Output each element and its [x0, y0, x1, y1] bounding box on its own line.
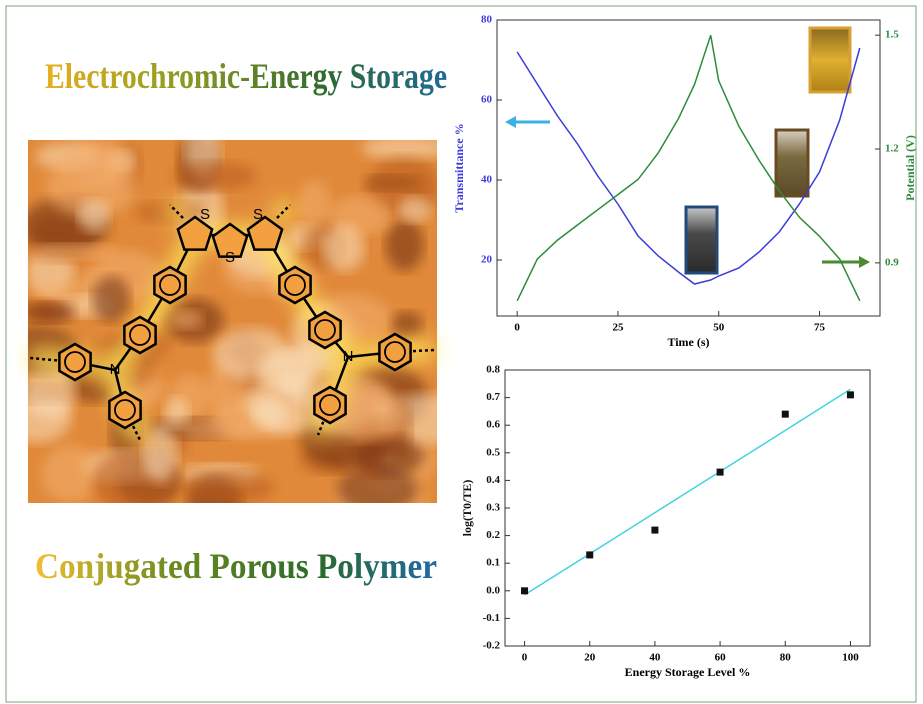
- x-tick-label: 40: [649, 652, 661, 664]
- benzene-ring: [59, 344, 90, 380]
- afm-grain: [298, 180, 330, 227]
- afm-grain: [213, 328, 291, 379]
- y-tick-label: 20: [481, 254, 493, 266]
- afm-grain: [31, 244, 119, 260]
- y-tick-label: 0.6: [486, 419, 500, 431]
- y-tick-label: -0.2: [483, 640, 501, 652]
- y-tick-label: 60: [481, 94, 493, 106]
- afm-grain: [362, 135, 449, 160]
- title: Electrochromic-Energy Storage: [45, 56, 447, 96]
- x-tick-label: 20: [584, 652, 596, 664]
- x-tick-label: 50: [713, 322, 725, 334]
- y2-tick-label: 0.9: [885, 256, 899, 268]
- x-tick-label: 0: [514, 322, 520, 334]
- benzene-ring: [154, 267, 185, 303]
- point: [847, 391, 854, 398]
- benzene-ring: [379, 334, 410, 370]
- benzene-ring: [109, 392, 140, 428]
- fit-line: [525, 389, 851, 595]
- atom-label: S: [253, 206, 263, 223]
- y-tick-label: 0.4: [486, 474, 500, 486]
- atom-label: N: [110, 361, 121, 378]
- y-tick-label: 0.7: [486, 391, 500, 403]
- afm-grain: [163, 397, 189, 428]
- point: [717, 469, 724, 476]
- y-tick-label: 0.8: [486, 364, 500, 376]
- y2-tick-label: 1.5: [885, 29, 899, 41]
- y-tick-label: 80: [481, 14, 493, 26]
- point: [586, 551, 593, 558]
- caption: Conjugated Porous Polymer: [35, 546, 437, 586]
- vial-yellow: [810, 28, 850, 92]
- vial-dark: [686, 207, 717, 273]
- benzene-ring: [314, 387, 345, 423]
- afm-grain: [353, 435, 424, 476]
- vial-brown: [776, 130, 808, 196]
- afm-grain: [253, 396, 286, 429]
- afm-grain: [178, 420, 260, 438]
- x-tick-label: 25: [612, 322, 624, 334]
- afm-grain: [25, 303, 75, 324]
- y-tick-label: 0.5: [486, 446, 500, 458]
- afm-grain: [174, 161, 257, 191]
- benzene-ring: [124, 317, 155, 353]
- afm-grain: [36, 282, 82, 298]
- afm-grain: [41, 445, 100, 502]
- x-tick-label: 0: [522, 652, 528, 664]
- afm-grain: [92, 276, 130, 322]
- y-axis-label: Transmittance %: [452, 123, 466, 212]
- y-tick-label: 0.0: [486, 584, 500, 596]
- atom-label: S: [225, 249, 235, 266]
- x-tick-label: 60: [715, 652, 727, 664]
- afm-grain: [170, 310, 203, 329]
- graphical-abstract: Electrochromic-Energy Storage S S S N N Conj…: [0, 0, 923, 704]
- y-axis-label: log(T0/TE): [460, 480, 474, 537]
- y2-axis-label: Potential (V): [903, 135, 917, 201]
- afm-grain: [323, 225, 365, 272]
- atom-label: N: [343, 348, 354, 365]
- afm-grain: [398, 197, 431, 223]
- y2-tick-label: 1.2: [885, 143, 899, 155]
- x-axis-label: Energy Storage Level %: [625, 665, 751, 679]
- afm-grain: [181, 471, 273, 505]
- benzene-ring: [279, 267, 310, 303]
- afm-image: [0, 125, 468, 527]
- y-tick-label: -0.1: [483, 612, 500, 624]
- point: [651, 527, 658, 534]
- x-tick-label: 100: [842, 652, 859, 664]
- arrow-head: [505, 116, 516, 128]
- y-tick-label: 40: [481, 174, 493, 186]
- afm-grain: [61, 140, 136, 188]
- afm-grain: [78, 199, 110, 232]
- y-tick-label: 0.1: [486, 557, 500, 569]
- vials: [686, 28, 850, 273]
- point: [521, 587, 528, 594]
- benzene-ring: [309, 312, 340, 348]
- x-axis-label: Time (s): [667, 335, 709, 349]
- atom-label: S: [200, 206, 210, 223]
- y-tick-label: 0.2: [486, 529, 500, 541]
- afm-grain: [385, 219, 424, 271]
- point: [782, 411, 789, 418]
- x-tick-label: 75: [814, 322, 826, 334]
- x-tick-label: 80: [780, 652, 792, 664]
- y-tick-label: 0.3: [486, 502, 500, 514]
- arrow-head: [859, 256, 870, 268]
